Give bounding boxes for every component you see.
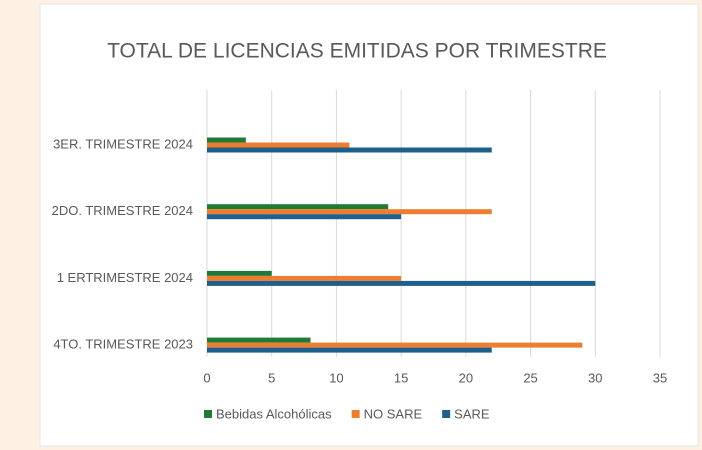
bar [207,337,311,343]
chart-title: TOTAL DE LICENCIAS EMITIDAS POR TRIMESTR… [107,40,607,63]
x-tick-label: 20 [459,370,473,385]
bar [207,347,492,353]
bar [207,280,596,286]
legend-swatch [351,410,360,418]
legend-swatch [442,410,451,418]
bar [207,142,350,148]
legend-label: NO SARE [364,406,423,421]
bar [207,209,492,215]
y-tick-label: 4TO. TRIMESTRE 2023 [53,337,193,352]
x-tick-label: 35 [653,370,667,385]
x-tick-label: 25 [523,370,537,385]
chart-area [39,3,699,447]
x-tick-label: 5 [268,370,275,385]
x-tick-label: 0 [203,370,210,385]
legend-label: Bebidas Alcohólicas [216,406,332,421]
bar [207,270,272,276]
y-tick-label: 1 ERTRIMESTRE 2024 [57,270,193,285]
x-tick-label: 30 [588,370,602,385]
legend-label: SARE [454,406,490,421]
bar [207,342,583,348]
x-tick-label: 10 [329,370,343,385]
x-tick-label: 15 [394,370,408,385]
bar [207,137,246,143]
y-tick-label: 2DO. TRIMESTRE 2024 [52,203,193,218]
bar [207,214,402,220]
bar [207,204,389,210]
y-tick-label: 3ER. TRIMESTRE 2024 [53,136,193,151]
bar [207,275,402,281]
bar [207,147,492,153]
legend-swatch [204,410,212,418]
